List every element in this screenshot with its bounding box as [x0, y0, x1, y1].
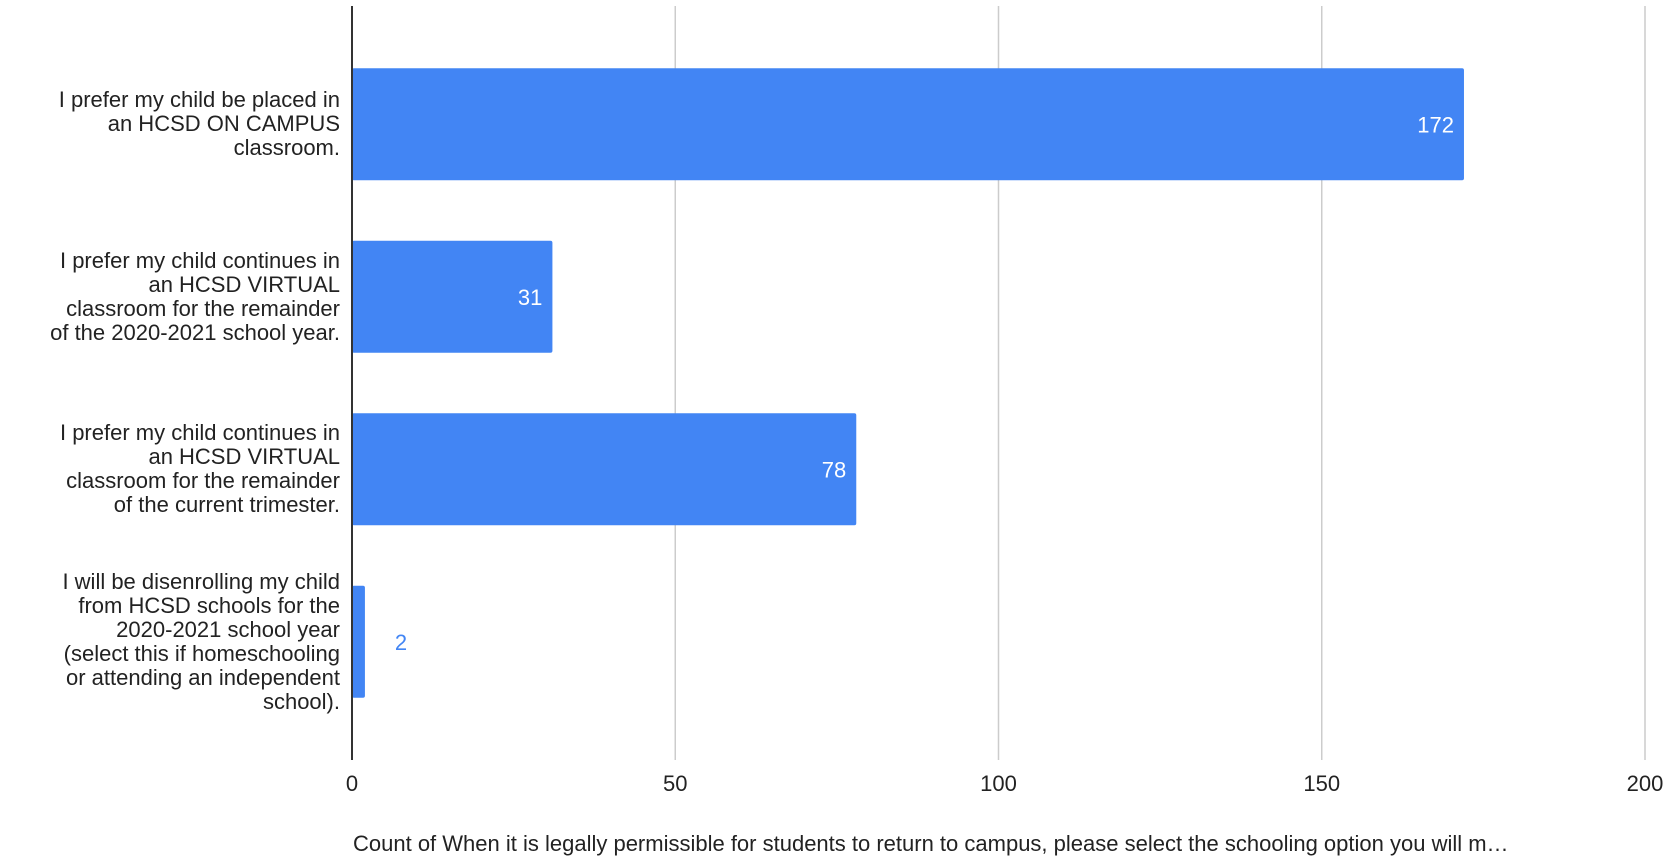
category-label-line: of the 2020-2021 school year.	[50, 319, 340, 345]
x-tick-label-50: 50	[663, 771, 687, 796]
value-label-1: 31	[518, 285, 542, 310]
value-labels: 172 31 78 2	[395, 112, 1454, 655]
category-label-0: I prefer my child be placed in an HCSD ON…	[10, 88, 340, 160]
category-label-line: classroom for the remainder	[66, 468, 340, 494]
category-label-line: an HCSD VIRTUAL	[148, 444, 340, 470]
x-tick-labels: 0 50 100 150 200	[346, 771, 1663, 796]
value-label-0: 172	[1417, 112, 1454, 137]
x-axis-title: Count of When it is legally permissible …	[353, 831, 1509, 856]
x-tick-label-100: 100	[980, 771, 1017, 796]
value-label-3: 2	[395, 630, 407, 655]
bar-3	[352, 585, 365, 698]
bars	[352, 68, 1464, 698]
category-label-line: school).	[262, 688, 340, 714]
category-label-line: an HCSD VIRTUAL	[148, 271, 340, 297]
category-label-line: or attending an independent	[65, 664, 340, 690]
category-label-1: I prefer my child continues in an HCSD VI…	[10, 247, 340, 345]
x-tick-label-0: 0	[346, 771, 358, 796]
bar-1	[352, 240, 553, 353]
category-label-line: classroom.	[233, 135, 340, 161]
category-label-line: 2020-2021 school year	[116, 616, 340, 642]
category-label-line: I will be disenrolling my child	[62, 568, 340, 594]
category-label-line: of the current trimester.	[113, 492, 340, 518]
bar-0	[352, 68, 1464, 181]
category-label-3: I will be disenrolling my child from HCSD…	[10, 568, 340, 714]
x-tick-label-200: 200	[1627, 771, 1664, 796]
category-label-line: I prefer my child continues in	[59, 420, 340, 446]
category-label-line: an HCSD ON CAMPUS	[107, 111, 340, 137]
category-label-line: from HCSD schools for the	[78, 592, 340, 618]
bar-2	[352, 413, 857, 526]
category-label-line: I prefer my child be placed in	[58, 87, 340, 113]
category-label-line: I prefer my child continues in	[59, 247, 340, 273]
value-label-2: 78	[822, 457, 846, 482]
x-tick-label-150: 150	[1303, 771, 1340, 796]
category-label-line: (select this if homeschooling	[63, 640, 340, 666]
category-label-line: classroom for the remainder	[66, 295, 340, 321]
category-label-2: I prefer my child continues in an HCSD VI…	[10, 421, 340, 517]
